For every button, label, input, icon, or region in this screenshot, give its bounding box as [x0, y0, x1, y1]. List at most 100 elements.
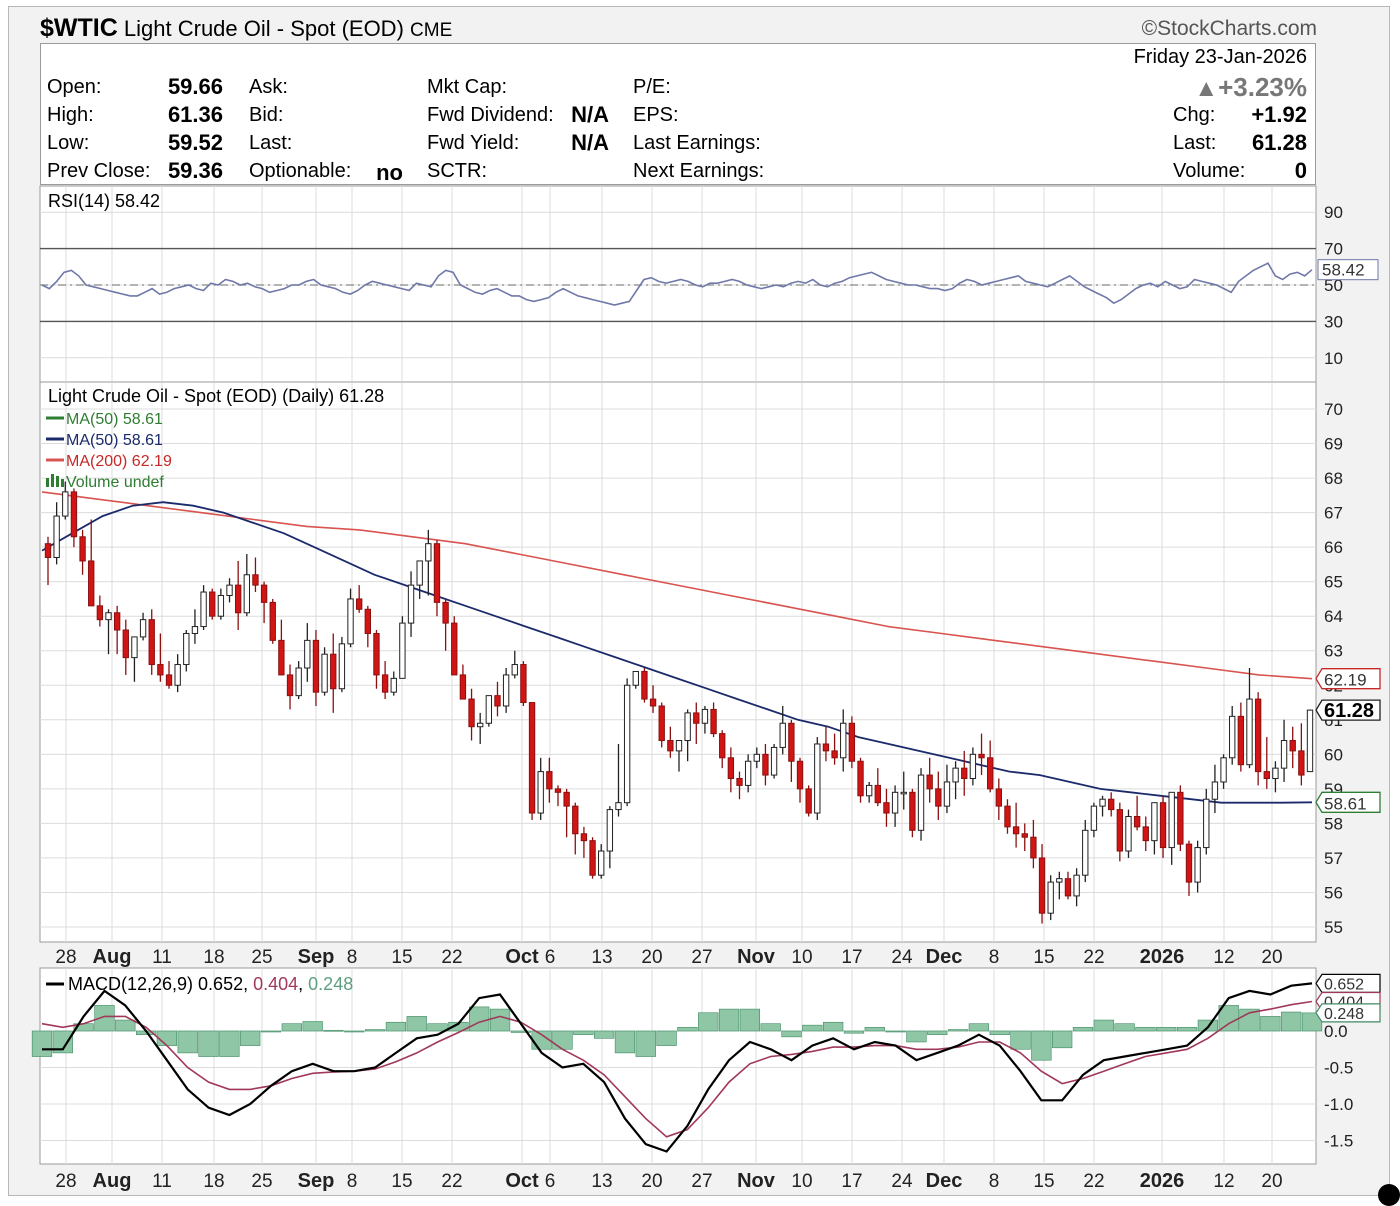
candle-body [520, 664, 527, 704]
candle-body [753, 753, 760, 762]
macd-hist-bar [260, 1030, 282, 1033]
quote-date: Friday 23-Jan-2026 [1133, 46, 1307, 68]
candle-body [935, 788, 942, 807]
last-price-tag [1315, 699, 1381, 721]
x-tick-label: 20 [641, 1171, 662, 1192]
candle-body [926, 774, 933, 790]
x-tick-label: 15 [391, 1171, 412, 1192]
x-tick-label: Dec [926, 946, 963, 968]
candle-body [857, 760, 864, 797]
macd-value-tag [1315, 973, 1381, 994]
candle-body [891, 791, 899, 814]
fwd-dividend-label: Fwd Dividend: [427, 104, 554, 126]
x-tick-label: Dec [926, 1170, 963, 1192]
candle-body [649, 698, 657, 707]
y-tick-label: -0.5 [1324, 1059, 1353, 1078]
bid-label: Bid: [249, 104, 284, 126]
macd-histogram [31, 1005, 1323, 1061]
candle-body [1064, 878, 1072, 897]
macd-hist-bar [1072, 1027, 1094, 1032]
candle-body [209, 591, 216, 617]
optionable-label: Optionable: [249, 160, 352, 182]
fwd-dividend-value: N/A [571, 102, 609, 127]
candle-body [623, 684, 631, 804]
y-tick-label: 70 [1324, 240, 1343, 259]
macd-line [42, 982, 1313, 1153]
candle-body [1030, 836, 1037, 859]
candle-body [1203, 798, 1210, 849]
macd-hist-bar [489, 1008, 511, 1032]
price-title: Light Crude Oil - Spot (EOD) (Daily) 61.… [48, 386, 384, 406]
open-value: 59.66 [167, 74, 223, 99]
candle-body [978, 753, 985, 759]
candle-body [770, 746, 778, 776]
macd-hist-bar [323, 1029, 344, 1032]
candle-body [330, 653, 337, 690]
candle-body [952, 767, 959, 783]
macd-hist-bar [656, 1030, 677, 1046]
candle-body [840, 722, 847, 759]
volume-value: 0 [1294, 158, 1307, 183]
x-tick-label: Oct [505, 1170, 539, 1192]
candle-body [1125, 815, 1132, 852]
price-legend: Light Crude Oil - Spot (EOD) (Daily) 61.… [46, 386, 384, 491]
hist-value-tag-text: 0.248 [1324, 1006, 1364, 1023]
last-price-label: Last: [1173, 132, 1217, 154]
macd-hist-bar [1114, 1023, 1135, 1032]
macd-hist-bar [198, 1030, 219, 1057]
macd-hist-bar [718, 1008, 740, 1032]
macd-hist-bar [219, 1030, 240, 1057]
macd-hist-bar [614, 1030, 636, 1054]
chg-label: Chg: [1173, 104, 1216, 126]
x-tick-label: 22 [441, 1171, 462, 1192]
macd-hist-bar [802, 1024, 823, 1032]
macd-series: 0.652 0.404 0.248 [41, 973, 1381, 1153]
macd-hist-bar [31, 1030, 53, 1057]
candle-body [693, 712, 700, 724]
candle-body [788, 722, 795, 762]
macd-hist-bar [698, 1012, 719, 1032]
y-tick-label: -1.5 [1324, 1132, 1353, 1151]
macd-hist-bar [843, 1030, 865, 1034]
x-tick-label: 8 [347, 947, 358, 968]
y-tick-label: 58 [1324, 814, 1343, 833]
x-tick-label: 2026 [1140, 946, 1185, 968]
macd-hist-bar [281, 1023, 302, 1032]
y-tick-label: 63 [1324, 642, 1343, 661]
candle-body [909, 791, 916, 831]
legend-ma50: MA(50) 58.61 [66, 432, 163, 449]
candle-body [744, 760, 752, 786]
candle-body [416, 560, 423, 586]
macd-hist-bar [52, 1030, 73, 1054]
candle-body [719, 733, 726, 759]
macd-hist-bar [989, 1030, 1010, 1035]
x-tick-label: Aug [93, 1170, 132, 1192]
x-tick-label: 22 [1083, 1171, 1104, 1192]
rsi-plot-frame [39, 185, 1317, 383]
candle-body [381, 674, 389, 693]
x-tick-label: Oct [505, 946, 539, 968]
up-triangle-icon: ▲ [1194, 75, 1219, 102]
macd-hist-bar [1135, 1027, 1156, 1032]
y-tick-label: 67 [1324, 504, 1343, 523]
candle-body [96, 605, 104, 621]
candle-body [260, 584, 268, 603]
macd-hist-bar [427, 1023, 448, 1032]
x-tick-label: 10 [791, 947, 812, 968]
ma50-value-tag [1315, 791, 1381, 813]
x-tick-label: 27 [691, 947, 712, 968]
x-tick-label: Nov [737, 1170, 776, 1192]
candle-body [1090, 805, 1098, 831]
candle-body [874, 784, 881, 804]
candle-body [407, 584, 415, 624]
mkt-cap-label: Mkt Cap: [427, 76, 508, 98]
macd-hist-bar [1156, 1027, 1177, 1032]
ma50-value-tag-text: 58.61 [1324, 794, 1367, 813]
x-tick-label: Aug [93, 946, 132, 968]
price-plot-frame [39, 381, 1317, 943]
candle-body [667, 740, 674, 752]
y-tick-label: 55 [1324, 918, 1343, 937]
prev-close-label: Prev Close: [47, 160, 151, 182]
macd-hist-bar [94, 1005, 115, 1032]
candle-body [485, 695, 493, 724]
